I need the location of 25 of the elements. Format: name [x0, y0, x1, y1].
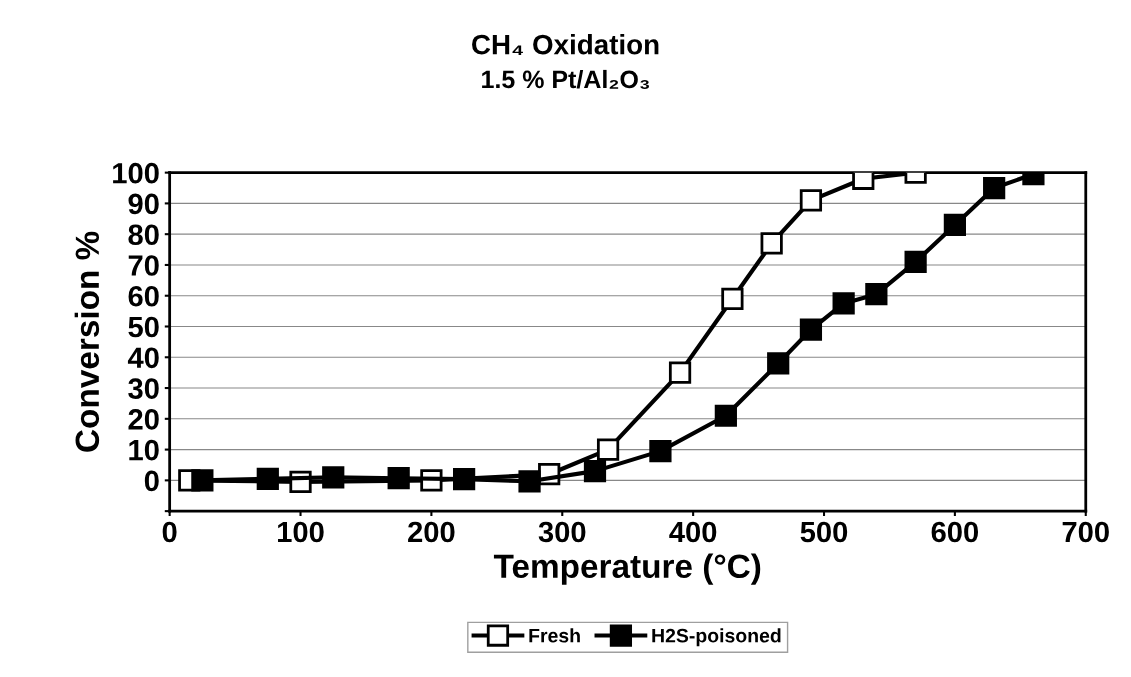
chart-title: CH₄ Oxidation — [472, 34, 659, 56]
chart-subtitle: 1.5 % Pt/Al₂O₃ — [482, 69, 649, 89]
x-tick-label: 600 — [931, 521, 979, 543]
x-tick-label: 0 — [162, 521, 177, 543]
y-tick-label: 60 — [128, 285, 159, 307]
y-tick-label: 20 — [128, 409, 159, 430]
y-tick-label: 80 — [128, 224, 159, 246]
x-tick-label: 100 — [278, 521, 324, 543]
y-axis-title: Conversion % — [74, 231, 100, 452]
y-tick-label: 40 — [127, 347, 159, 369]
x-tick-label: 200 — [408, 521, 455, 543]
y-tick-label: 100 — [113, 162, 159, 184]
x-tick-label: 500 — [800, 521, 848, 543]
legend-label: H2S-poisoned — [652, 628, 781, 647]
legend-label: Fresh — [529, 628, 580, 643]
y-tick-label: 0 — [144, 470, 159, 492]
y-tick-label: 70 — [128, 255, 159, 276]
y-tick-label: 50 — [128, 316, 159, 338]
y-tick-label: 10 — [129, 439, 159, 461]
x-tick-label: 700 — [1062, 521, 1109, 543]
x-tick-label: 300 — [538, 521, 586, 543]
y-tick-label: 90 — [128, 193, 159, 215]
y-tick-label: 30 — [128, 378, 159, 399]
x-axis-title: Temperature (°C) — [493, 553, 761, 585]
x-tick-label: 400 — [669, 521, 717, 543]
